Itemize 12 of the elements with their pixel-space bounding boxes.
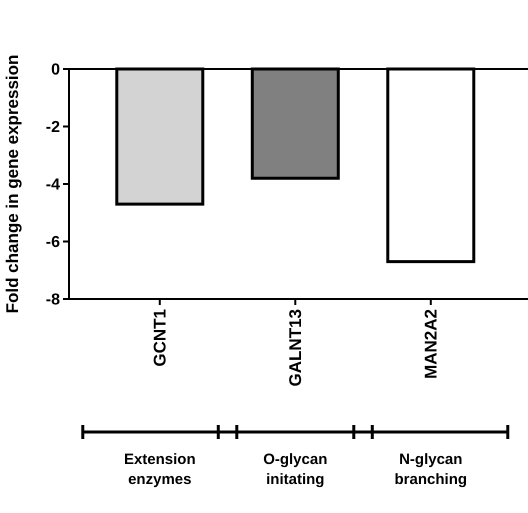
y-tick-label: -6 [46,234,60,252]
y-tick-label: -4 [46,176,60,194]
text: N-glycan branching [394,451,468,488]
y-tick-label: 0 [51,62,60,79]
y-tick-label: -2 [46,119,60,136]
text: O-glycan initating [263,451,328,488]
x-tick-label: GCNT1 [150,309,170,367]
y-tick-label: -8 [46,292,60,309]
x-tick-label: MAN2A2 [422,309,441,379]
text: Extension enzymes [124,451,196,488]
y-axis-title: Fold change in gene expression [3,54,22,314]
x-tick-label: GALNT13 [286,309,306,386]
